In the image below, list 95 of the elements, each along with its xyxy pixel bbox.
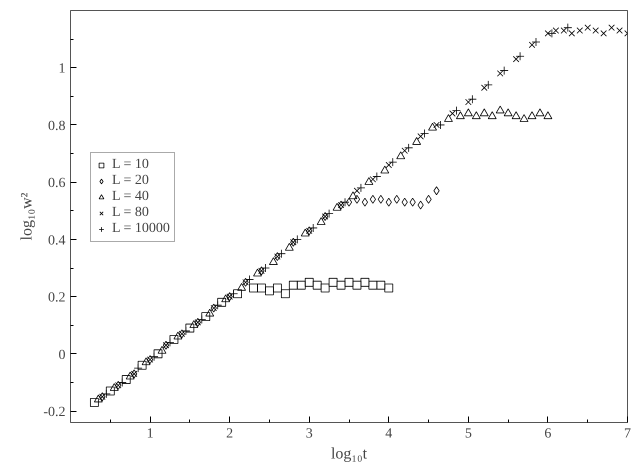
point xyxy=(346,198,352,207)
point xyxy=(528,111,536,120)
y-tick-label: 1 xyxy=(58,62,66,77)
point xyxy=(464,108,473,116)
point xyxy=(616,27,623,34)
point xyxy=(433,186,440,196)
point xyxy=(174,332,182,340)
x-axis-title: log₁₀t xyxy=(330,446,368,462)
point xyxy=(584,24,591,31)
point xyxy=(272,284,282,292)
point xyxy=(352,280,362,290)
point xyxy=(376,280,386,290)
point xyxy=(126,372,135,380)
point xyxy=(288,280,298,290)
y-axis-title: log₁₀w² xyxy=(18,192,36,240)
point xyxy=(265,286,274,296)
legend-label: L = 80 xyxy=(112,205,149,221)
point xyxy=(233,289,242,298)
point xyxy=(444,114,453,122)
point xyxy=(418,200,424,210)
point xyxy=(312,280,322,290)
point xyxy=(253,268,262,276)
point xyxy=(496,106,505,114)
point xyxy=(384,284,394,292)
y-tick-label: 0.8 xyxy=(48,118,66,134)
point xyxy=(544,111,552,120)
point xyxy=(336,280,346,290)
point xyxy=(249,284,258,292)
x-tick-label: 3 xyxy=(306,426,313,442)
point xyxy=(608,24,615,31)
point xyxy=(221,294,230,302)
point xyxy=(472,111,481,120)
point xyxy=(90,398,99,407)
point xyxy=(304,278,314,287)
point xyxy=(576,27,583,34)
point xyxy=(189,320,198,328)
point xyxy=(316,217,326,225)
point xyxy=(110,383,119,391)
x-tick-label: 2 xyxy=(226,426,234,442)
point xyxy=(380,166,390,174)
point xyxy=(257,284,266,292)
legend-label: L = 10 xyxy=(112,157,149,173)
point xyxy=(328,278,338,287)
x-tick-label: 1 xyxy=(146,426,154,442)
point xyxy=(217,298,226,307)
point xyxy=(354,194,360,204)
point xyxy=(185,324,194,332)
x-tick-label: 4 xyxy=(385,426,392,442)
point xyxy=(456,111,465,120)
y-tick-label: -0.2 xyxy=(43,405,66,420)
x-tick-label: 6 xyxy=(544,426,552,442)
y-tick-label: 0.6 xyxy=(48,176,66,192)
point xyxy=(142,357,150,366)
point xyxy=(122,375,131,384)
point xyxy=(368,280,378,290)
legend-label: L = 40 xyxy=(112,189,149,205)
point xyxy=(94,394,103,402)
point xyxy=(201,312,210,322)
point xyxy=(320,284,330,292)
point xyxy=(428,122,437,131)
point xyxy=(488,111,497,120)
point xyxy=(512,111,520,120)
point xyxy=(600,30,607,37)
point xyxy=(280,289,290,298)
point xyxy=(592,27,599,34)
point xyxy=(237,283,246,291)
point xyxy=(170,335,178,344)
point xyxy=(344,278,354,287)
point xyxy=(154,349,162,358)
point xyxy=(348,191,358,200)
point xyxy=(536,108,544,116)
point xyxy=(106,386,115,396)
point xyxy=(504,108,513,116)
y-tick-label: 0.2 xyxy=(48,290,66,306)
point xyxy=(520,114,528,122)
point xyxy=(269,257,278,265)
point xyxy=(396,151,406,160)
point xyxy=(296,280,306,290)
legend-label: L = 10000 xyxy=(112,221,170,237)
point xyxy=(568,30,576,37)
x-tick-label: 7 xyxy=(624,426,631,442)
y-tick-label: 0 xyxy=(58,348,66,363)
legend-label: L = 20 xyxy=(112,173,149,189)
point xyxy=(364,177,374,185)
point xyxy=(300,228,310,236)
point xyxy=(158,346,166,354)
y-tick-label: 0.4 xyxy=(48,233,66,248)
point xyxy=(138,360,147,370)
point xyxy=(332,202,342,211)
point xyxy=(412,137,422,145)
point xyxy=(205,308,214,316)
point xyxy=(360,278,370,287)
point xyxy=(284,242,294,251)
point xyxy=(480,108,489,116)
x-tick-label: 5 xyxy=(464,426,472,442)
